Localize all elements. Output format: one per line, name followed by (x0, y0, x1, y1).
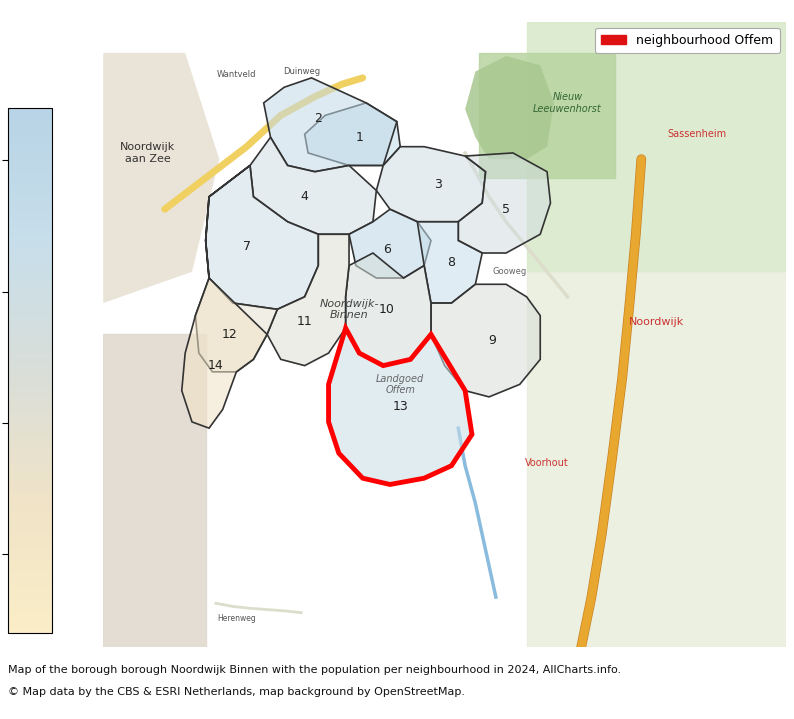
Text: 14: 14 (208, 359, 224, 372)
Text: 12: 12 (222, 328, 237, 341)
Text: Herenweg: Herenweg (217, 615, 256, 623)
Text: Noordwijk-
Binnen: Noordwijk- Binnen (319, 298, 379, 320)
Polygon shape (267, 234, 349, 365)
Text: © Map data by the CBS & ESRI Netherlands, map background by OpenStreetMap.: © Map data by the CBS & ESRI Netherlands… (8, 687, 465, 697)
Text: 9: 9 (488, 334, 496, 347)
Polygon shape (349, 209, 431, 278)
Text: Noordwijk: Noordwijk (629, 317, 684, 327)
Text: Wantveld: Wantveld (217, 70, 256, 79)
Polygon shape (329, 328, 472, 485)
Polygon shape (182, 165, 267, 428)
Text: 6: 6 (383, 244, 391, 257)
Polygon shape (195, 278, 277, 372)
Polygon shape (305, 103, 400, 165)
Text: 13: 13 (392, 400, 408, 413)
Polygon shape (264, 78, 397, 172)
Polygon shape (250, 137, 376, 234)
Polygon shape (376, 147, 486, 221)
Bar (479, 53, 615, 178)
Text: 7: 7 (243, 240, 251, 253)
Bar (526, 22, 786, 272)
Text: 1: 1 (356, 131, 363, 144)
Text: Sassenheim: Sassenheim (668, 129, 727, 139)
Text: 11: 11 (297, 316, 313, 329)
Text: 5: 5 (502, 203, 510, 216)
Text: Duinweg: Duinweg (283, 67, 320, 76)
Polygon shape (206, 165, 318, 309)
Bar (103, 334, 206, 647)
Text: Landgoed
Offem: Landgoed Offem (376, 374, 424, 395)
Text: Map of the borough borough Noordwijk Binnen with the population per neighbourhoo: Map of the borough borough Noordwijk Bin… (8, 665, 621, 675)
Text: 4: 4 (301, 191, 309, 203)
Polygon shape (431, 284, 540, 397)
Polygon shape (465, 56, 554, 159)
Text: Noordwijk
aan Zee: Noordwijk aan Zee (120, 142, 175, 164)
Text: Gooweg: Gooweg (492, 267, 526, 276)
Polygon shape (458, 153, 550, 253)
Text: 3: 3 (434, 178, 441, 191)
Legend: neighbourhood Offem: neighbourhood Offem (596, 28, 780, 53)
Bar (526, 272, 786, 647)
Text: 8: 8 (448, 256, 456, 269)
Polygon shape (345, 253, 431, 365)
Text: 2: 2 (314, 112, 322, 125)
Text: 10: 10 (379, 303, 395, 316)
Polygon shape (103, 53, 219, 303)
Text: Nieuw
Leeuwenhorst: Nieuw Leeuwenhorst (534, 92, 602, 114)
Text: Voorhout: Voorhout (525, 457, 569, 467)
Polygon shape (418, 221, 482, 303)
